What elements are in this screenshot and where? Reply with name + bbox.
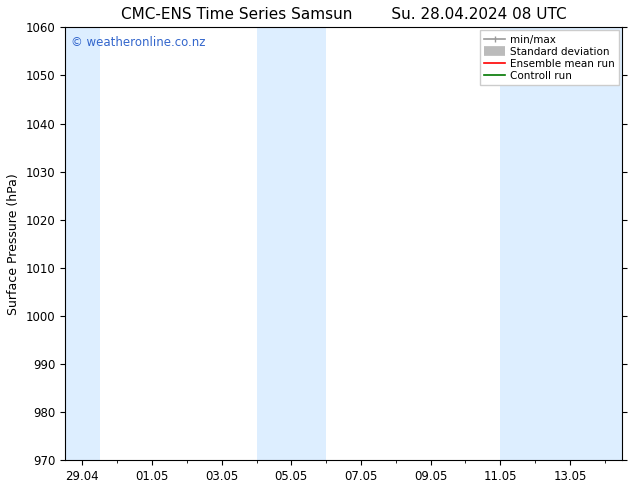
Bar	[500, 27, 622, 460]
Bar	[65, 27, 100, 460]
Bar	[257, 27, 326, 460]
Title: CMC-ENS Time Series Samsun        Su. 28.04.2024 08 UTC: CMC-ENS Time Series Samsun Su. 28.04.202…	[120, 7, 566, 22]
Y-axis label: Surface Pressure (hPa): Surface Pressure (hPa)	[7, 173, 20, 315]
Text: © weatheronline.co.nz: © weatheronline.co.nz	[70, 36, 205, 49]
Legend: min/max, Standard deviation, Ensemble mean run, Controll run: min/max, Standard deviation, Ensemble me…	[480, 30, 619, 85]
